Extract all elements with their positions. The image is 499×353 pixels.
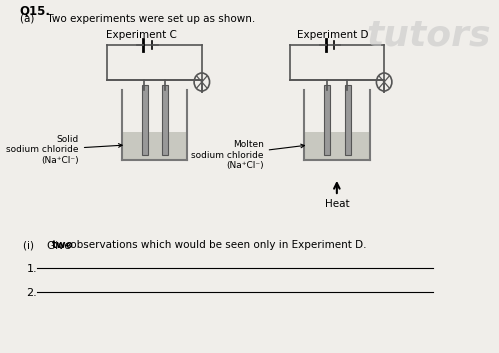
Text: (a)    Two experiments were set up as shown.: (a) Two experiments were set up as shown…: [19, 14, 255, 24]
Bar: [162, 85, 168, 155]
Text: Solid
sodium chloride
(Na⁺Cl⁻): Solid sodium chloride (Na⁺Cl⁻): [6, 135, 122, 165]
Text: Q15.: Q15.: [19, 4, 50, 17]
Text: observations which would be seen only in Experiment D.: observations which would be seen only in…: [67, 240, 366, 250]
Text: Experiment D: Experiment D: [297, 30, 368, 40]
Text: (i)    Give: (i) Give: [23, 240, 74, 250]
Text: Molten
sodium chloride
(Na⁺Cl⁻): Molten sodium chloride (Na⁺Cl⁻): [191, 140, 304, 170]
Text: Heat: Heat: [324, 199, 349, 209]
Text: Experiment C: Experiment C: [106, 30, 177, 40]
Bar: [345, 85, 351, 155]
Bar: [324, 85, 330, 155]
Text: tutors: tutors: [367, 18, 492, 52]
Bar: [305, 132, 369, 160]
Bar: [123, 132, 186, 160]
Bar: [142, 85, 148, 155]
Text: 2.: 2.: [26, 288, 37, 298]
Text: two: two: [52, 240, 74, 250]
Text: 1.: 1.: [26, 264, 37, 274]
